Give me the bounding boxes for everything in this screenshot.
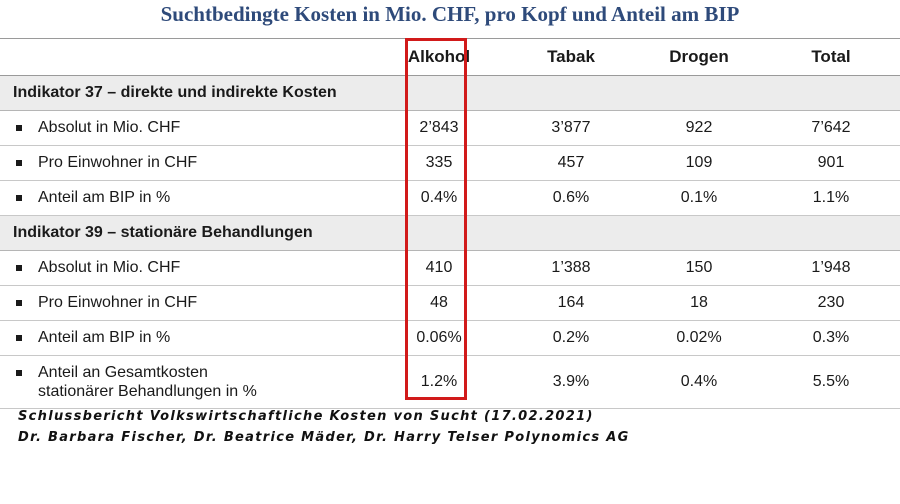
cell-drogen: 0.4% <box>680 373 718 390</box>
table-header-row: Alkohol Tabak Drogen Total <box>0 38 900 76</box>
table-row: Anteil an Gesamtkosten stationärer Behan… <box>0 356 900 409</box>
table-row: Anteil am BIP in % 0.06% 0.2% 0.02% 0.3% <box>0 321 900 356</box>
cell-drogen: 18 <box>690 294 708 311</box>
row-label: Anteil am BIP in % <box>38 189 171 206</box>
source-citation: Schlussbericht Volkswirtschaftliche Kost… <box>18 406 630 448</box>
cell-total: 1’948 <box>811 259 851 276</box>
col-header-total: Total <box>811 47 851 66</box>
section-label: Indikator 37 – direkte und indirekte Kos… <box>13 84 337 101</box>
cell-total: 5.5% <box>812 373 850 390</box>
cell-tabak: 0.2% <box>552 329 590 346</box>
row-label-line2: stationärer Behandlungen in % <box>38 383 257 400</box>
cell-alkohol: 335 <box>425 154 453 171</box>
table-row: Absolut in Mio. CHF 2’843 3’877 922 7’64… <box>0 111 900 146</box>
table-row: Anteil am BIP in % 0.4% 0.6% 0.1% 1.1% <box>0 181 900 216</box>
bullet-icon <box>16 265 22 271</box>
row-label: Anteil an Gesamtkosten stationärer Behan… <box>38 356 257 408</box>
bullet-icon <box>16 160 22 166</box>
cell-alkohol: 48 <box>430 294 448 311</box>
cell-drogen: 0.1% <box>680 189 718 206</box>
table-row: Pro Einwohner in CHF 335 457 109 901 <box>0 146 900 181</box>
section-header-indikator-39: Indikator 39 – stationäre Behandlungen <box>0 216 900 251</box>
bullet-icon <box>16 300 22 306</box>
col-header-tabak: Tabak <box>547 47 595 66</box>
cell-total: 1.1% <box>812 189 850 206</box>
row-label: Pro Einwohner in CHF <box>38 294 198 311</box>
bullet-icon <box>16 335 22 341</box>
bullet-icon <box>16 370 22 376</box>
cell-tabak: 457 <box>557 154 585 171</box>
cell-total: 901 <box>817 154 845 171</box>
row-label: Absolut in Mio. CHF <box>38 119 181 136</box>
cell-tabak: 164 <box>557 294 585 311</box>
citation-line-1: Schlussbericht Volkswirtschaftliche Kost… <box>18 409 594 424</box>
cell-drogen: 150 <box>685 259 713 276</box>
cell-tabak: 3.9% <box>552 373 590 390</box>
bullet-icon <box>16 125 22 131</box>
cell-alkohol: 2’843 <box>419 119 459 136</box>
row-label: Absolut in Mio. CHF <box>38 259 181 276</box>
cell-total: 0.3% <box>812 329 850 346</box>
bullet-icon <box>16 195 22 201</box>
section-header-indikator-37: Indikator 37 – direkte und indirekte Kos… <box>0 76 900 111</box>
cell-drogen: 0.02% <box>676 329 722 346</box>
cell-alkohol: 0.06% <box>416 329 462 346</box>
cell-drogen: 109 <box>685 154 713 171</box>
table-row: Absolut in Mio. CHF 410 1’388 150 1’948 <box>0 251 900 286</box>
col-header-alkohol: Alkohol <box>407 47 471 66</box>
cell-alkohol: 0.4% <box>420 189 458 206</box>
cell-drogen: 922 <box>685 119 713 136</box>
cell-alkohol: 410 <box>425 259 453 276</box>
cell-total: 230 <box>817 294 845 311</box>
table-row: Pro Einwohner in CHF 48 164 18 230 <box>0 286 900 321</box>
page-title: Suchtbedingte Kosten in Mio. CHF, pro Ko… <box>160 2 740 26</box>
row-label-line1: Anteil an Gesamtkosten <box>38 364 208 381</box>
row-label: Anteil am BIP in % <box>38 329 171 346</box>
citation-line-2: Dr. Barbara Fischer, Dr. Beatrice Mäder,… <box>18 430 630 445</box>
cell-total: 7’642 <box>811 119 851 136</box>
cell-tabak: 1’388 <box>551 259 591 276</box>
row-label: Pro Einwohner in CHF <box>38 154 198 171</box>
col-header-drogen: Drogen <box>669 47 729 66</box>
cost-table: Alkohol Tabak Drogen Total Indikator 37 … <box>0 38 900 409</box>
cell-alkohol: 1.2% <box>420 373 458 390</box>
cell-tabak: 0.6% <box>552 189 590 206</box>
section-label: Indikator 39 – stationäre Behandlungen <box>13 224 313 241</box>
cell-tabak: 3’877 <box>551 119 591 136</box>
